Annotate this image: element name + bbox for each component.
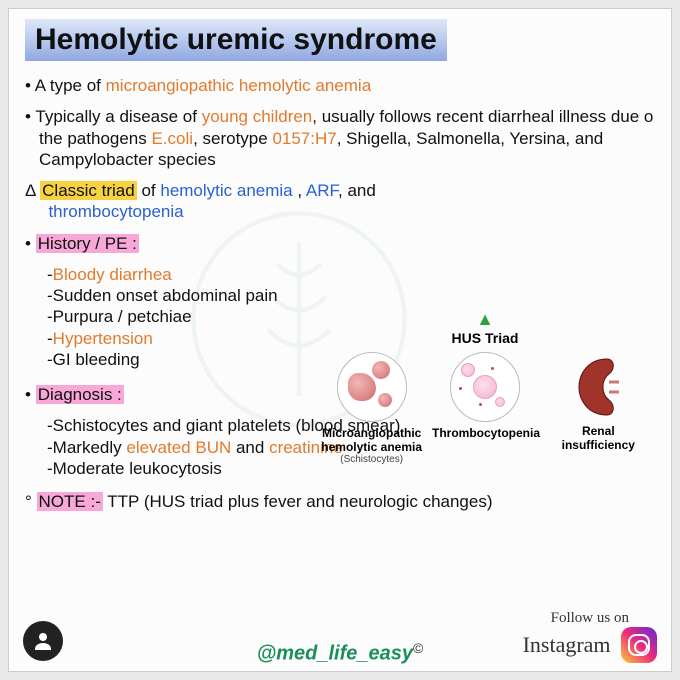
bullet-type: A type of microangiopathic hemolytic ane… bbox=[25, 75, 655, 96]
triad-cell-schistocytes: Microangiopathic hemolytic anemia (Schis… bbox=[319, 352, 425, 465]
text: -Moderate leukocytosis bbox=[47, 459, 222, 478]
text: , and bbox=[338, 181, 376, 200]
triad-label: Renal insufficiency bbox=[545, 424, 651, 452]
kidney-icon bbox=[573, 354, 623, 420]
triad-header: ▲ HUS Triad bbox=[315, 309, 655, 346]
highlight-orange: E.coli bbox=[151, 129, 193, 148]
text: , serotype bbox=[193, 129, 272, 148]
schistocyte-icon bbox=[337, 352, 407, 422]
text: Typically a disease of bbox=[35, 107, 201, 126]
text: TTP (HUS triad plus fever and neurologic… bbox=[103, 492, 493, 511]
history-item: -Bloody diarrhea bbox=[25, 264, 345, 285]
highlight-yellow: Classic triad bbox=[40, 181, 137, 200]
highlight-orange: elevated BUN bbox=[126, 438, 231, 457]
bullet-history: History / PE : bbox=[25, 233, 345, 254]
section-header-diagnosis: Diagnosis : bbox=[36, 385, 124, 404]
text: A type of bbox=[35, 76, 106, 95]
triad-label: Microangiopathic hemolytic anemia bbox=[319, 426, 425, 454]
text: Hypertension bbox=[53, 329, 153, 348]
instagram-promo[interactable]: Follow us on Instagram bbox=[523, 610, 657, 663]
triad-cell-thrombocytopenia: Thrombocytopenia bbox=[432, 352, 538, 440]
instagram-icon[interactable] bbox=[621, 627, 657, 663]
triad-label: Thrombocytopenia bbox=[432, 426, 538, 440]
highlight-blue: thrombocytopenia bbox=[48, 202, 183, 221]
text: Bloody diarrhea bbox=[53, 265, 172, 284]
triangle-icon: ▲ bbox=[476, 309, 494, 329]
account-handle[interactable]: @med_life_easy bbox=[257, 642, 413, 664]
note-label: NOTE :- bbox=[37, 492, 103, 511]
highlight-orange: young children bbox=[202, 107, 313, 126]
bullet-typical: Typically a disease of young children, u… bbox=[25, 106, 655, 170]
text: Sudden onset abdominal pain bbox=[53, 286, 278, 305]
platelet-icon bbox=[450, 352, 520, 422]
highlight-orange: 0157:H7 bbox=[272, 129, 336, 148]
copyright-symbol: © bbox=[413, 640, 423, 656]
triad-cell-renal: Renal insufficiency bbox=[545, 352, 651, 452]
text: Purpura / petchiae bbox=[53, 307, 192, 326]
history-item: -Sudden onset abdominal pain bbox=[25, 285, 345, 306]
bullet-triad: Classic triad of hemolytic anemia , ARF,… bbox=[25, 180, 655, 223]
highlight-orange: microangiopathic hemolytic anemia bbox=[106, 76, 372, 95]
text: -Markedly bbox=[47, 438, 126, 457]
title-bar: Hemolytic uremic syndrome bbox=[25, 19, 447, 61]
bullet-note: NOTE :- TTP (HUS triad plus fever and ne… bbox=[25, 491, 655, 512]
follow-text: Follow us on bbox=[523, 610, 657, 627]
history-item: -Purpura / petchiae bbox=[25, 306, 345, 327]
section-header-history: History / PE : bbox=[36, 234, 139, 253]
highlight-blue: hemolytic anemia bbox=[160, 181, 292, 200]
text: and bbox=[231, 438, 269, 457]
text: , bbox=[293, 181, 306, 200]
instagram-text: Instagram bbox=[523, 632, 611, 658]
page-title: Hemolytic uremic syndrome bbox=[35, 23, 437, 56]
hus-triad-diagram: ▲ HUS Triad Microangiopathic hemolytic a… bbox=[315, 309, 655, 465]
history-item: -Hypertension bbox=[25, 328, 345, 349]
infographic-card: Hemolytic uremic syndrome A type of micr… bbox=[8, 8, 672, 672]
history-item: -GI bleeding bbox=[25, 349, 345, 370]
text: GI bleeding bbox=[53, 350, 140, 369]
triad-sublabel: (Schistocytes) bbox=[319, 454, 425, 465]
text: of bbox=[137, 181, 161, 200]
highlight-blue: ARF bbox=[306, 181, 338, 200]
triad-title: HUS Triad bbox=[452, 330, 519, 346]
